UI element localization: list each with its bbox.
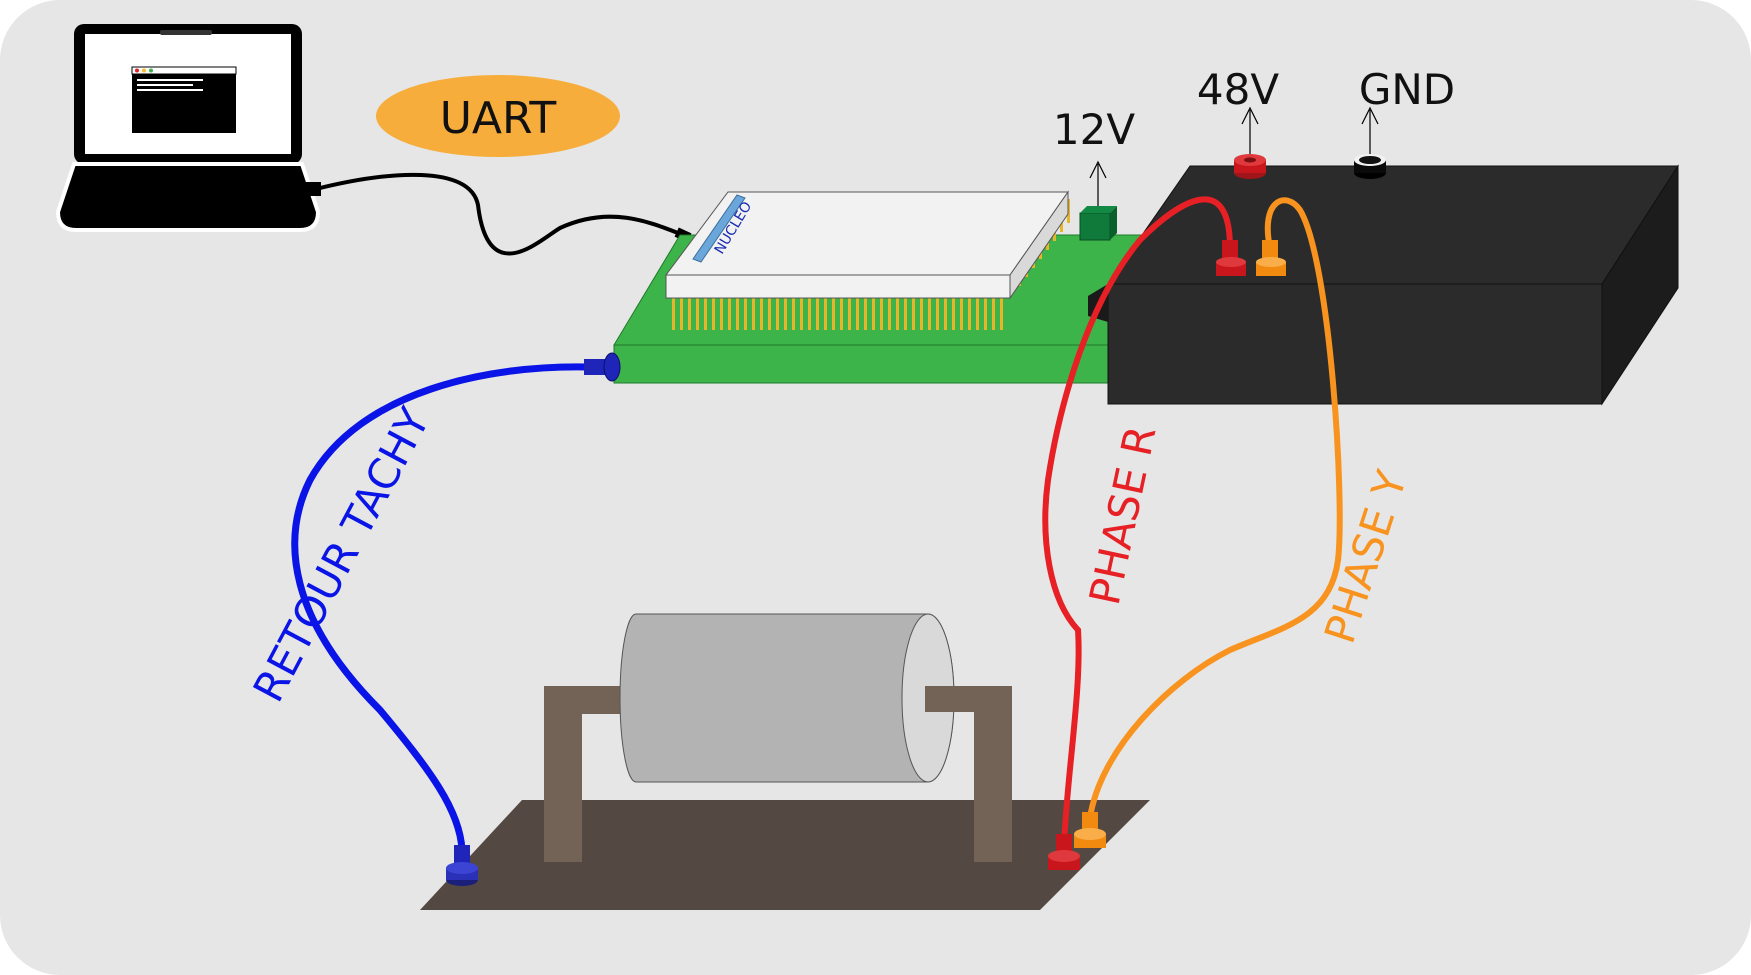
phase-y-connector-base-icon — [1074, 812, 1106, 848]
header-pin — [784, 298, 787, 330]
v12-label: 12V — [1053, 105, 1135, 154]
gnd-label: GND — [1359, 65, 1455, 114]
header-pin — [912, 298, 915, 330]
header-pin — [1000, 298, 1003, 330]
base-plate — [420, 800, 1150, 910]
header-pin — [696, 298, 699, 330]
header-pin — [976, 298, 979, 330]
header-pin — [904, 298, 907, 330]
header-pin — [960, 298, 963, 330]
header-pin — [952, 298, 955, 330]
header-pin — [944, 298, 947, 330]
header-pin — [920, 298, 923, 330]
uart-label: UART — [440, 93, 557, 144]
phase-r-connector-base-icon — [1048, 834, 1080, 870]
header-pin — [744, 298, 747, 330]
header-pin — [720, 298, 723, 330]
header-pin — [688, 298, 691, 330]
header-pin — [736, 298, 739, 330]
v12-connector: 12V — [1053, 105, 1135, 241]
tachy-cable — [291, 363, 589, 851]
terminal-window-icon — [131, 66, 237, 133]
header-pin — [712, 298, 715, 330]
power-supply-box — [1088, 164, 1679, 406]
header-pin — [856, 298, 859, 330]
header-pin — [984, 298, 987, 330]
header-pins — [672, 199, 1070, 330]
terminal-48v-icon: 48V — [1197, 65, 1279, 179]
header-pin — [792, 298, 795, 330]
header-pin — [968, 298, 971, 330]
header-pin — [752, 298, 755, 330]
motor — [619, 613, 955, 783]
header-pin — [864, 298, 867, 330]
header-pin — [680, 298, 683, 330]
header-pin — [800, 298, 803, 330]
motor-bracket-right — [925, 686, 1012, 862]
header-pin — [848, 298, 851, 330]
tachy-connector-board-icon — [584, 352, 621, 382]
phase-r-cable — [1042, 196, 1233, 849]
header-pin — [816, 298, 819, 330]
v48-label: 48V — [1197, 65, 1279, 114]
nucleo-board: NUCLEO — [665, 190, 1069, 300]
header-pin — [776, 298, 779, 330]
terminal-gnd-icon: GND — [1354, 65, 1455, 179]
header-pin — [728, 298, 731, 330]
header-pin — [824, 298, 827, 330]
phase-y-cable — [1087, 197, 1343, 819]
uart-badge: UART — [376, 75, 620, 157]
header-pin — [888, 298, 891, 330]
header-pin — [768, 298, 771, 330]
header-pin — [832, 298, 835, 330]
phase-y-connector-box-icon — [1256, 240, 1286, 276]
header-pin — [896, 298, 899, 330]
header-pin — [936, 298, 939, 330]
header-pin — [880, 298, 883, 330]
header-pin — [872, 298, 875, 330]
header-pin — [672, 298, 675, 330]
header-pin — [928, 298, 931, 330]
header-pin — [808, 298, 811, 330]
motor-bracket-left — [544, 686, 624, 862]
laptop-icon — [55, 24, 321, 232]
uart-cable — [311, 172, 684, 256]
header-pin — [760, 298, 763, 330]
tachy-connector-base-icon — [446, 845, 478, 886]
header-pin — [992, 298, 995, 330]
header-pin — [704, 298, 707, 330]
phase-r-connector-box-icon — [1216, 240, 1246, 276]
header-pin — [840, 298, 843, 330]
